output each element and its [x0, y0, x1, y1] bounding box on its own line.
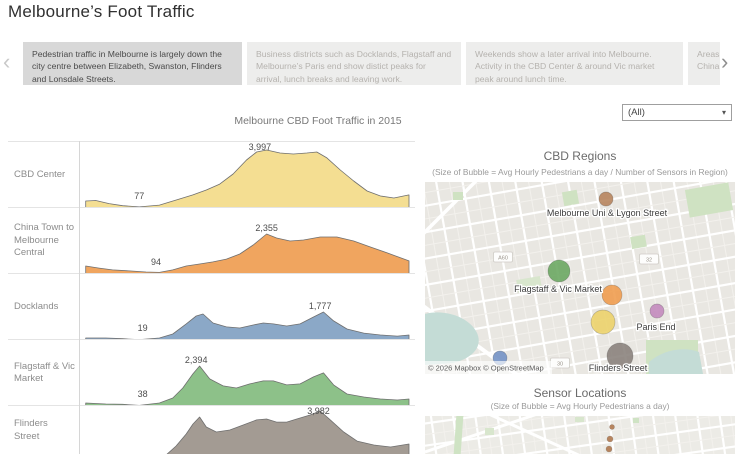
region-label: Flinders Street [14, 418, 48, 442]
cbd-map-canvas[interactable]: A60 32 30 Melbourne Uni & Lygon Street Flags… [425, 182, 735, 374]
sensor-locations-subtitle: (Size of Bubble = Avg Hourly Pedestrians… [490, 401, 670, 411]
road-badge: 32 [639, 253, 659, 265]
story-card-1[interactable]: Pedestrian traffic in Melbourne is large… [23, 42, 242, 85]
cbd-regions-map[interactable]: A60 32 30 Melbourne Uni & Lygon Street Flags… [425, 182, 735, 374]
region-bubble-melbourne-uni-lygon-street[interactable] [598, 191, 614, 207]
story-card-3[interactable]: Weekends show a later arrival into Melbo… [466, 42, 683, 85]
cbd-regions-subtitle: (Size of Bubble = Avg Hourly Pedestrians… [432, 167, 728, 177]
area-plot: 3,982 [86, 406, 410, 454]
story-next-button[interactable]: › [721, 49, 729, 74]
area-plot: 3,997 77 [85, 142, 410, 208]
region-bubble-paris-end[interactable] [649, 303, 665, 319]
filter-value: (All) [628, 107, 645, 118]
story-card-strip: Pedestrian traffic in Melbourne is large… [23, 42, 720, 85]
sensor-dot[interactable] [609, 424, 615, 430]
sensor-map-canvas[interactable] [425, 416, 735, 454]
svg-text:30: 30 [557, 361, 563, 367]
svg-text:© 2026 Mapbox © OpenStreetMap: © 2026 Mapbox © OpenStreetMap [428, 364, 544, 373]
foot-traffic-chart: CBD Center 3,997 77 China Town to Melbourne… [8, 0, 415, 454]
dropdown-caret-icon: ▾ [721, 108, 726, 117]
chart-row-cbd-center: CBD Center 3,997 77 [8, 141, 415, 208]
sensor-locations-title: Sensor Locations [533, 386, 627, 400]
max-value-label: 2,394 [185, 355, 208, 365]
park-area [684, 182, 734, 218]
water-area [425, 312, 479, 365]
area-mark-flinders-street[interactable] [86, 410, 410, 454]
svg-text:32: 32 [646, 257, 652, 263]
svg-text:A60: A60 [498, 255, 508, 261]
region-filter-dropdown[interactable]: (All) ▾ [622, 104, 732, 121]
road-badge: A60 [493, 251, 513, 263]
min-value-label: 94 [151, 257, 161, 267]
park-area [575, 417, 584, 422]
chart-row-flinders-street: Flinders Street 3,982 [8, 405, 415, 454]
sensor-dot[interactable] [605, 445, 613, 453]
area-plot: 2,394 38 [85, 355, 410, 406]
story-card-2[interactable]: Business districts such as Docklands, Fl… [247, 42, 461, 85]
region-label: Flagstaff & Vic Market [14, 360, 75, 384]
map-label-paris-end: Paris End [636, 322, 675, 332]
story-prev-button[interactable]: ‹ [3, 49, 11, 74]
park-area [485, 428, 494, 435]
sensor-locations-map[interactable] [425, 416, 735, 454]
region-bubble-cbd-center[interactable] [590, 309, 616, 335]
region-bubble-flinders-street[interactable] [606, 342, 634, 370]
chart-title: Melbourne CBD Foot Traffic in 2015 [234, 115, 402, 127]
cbd-regions-title: CBD Regions [543, 149, 617, 163]
max-value-label: 1,777 [309, 301, 332, 311]
sensor-dot[interactable] [606, 435, 614, 443]
page-title: Melbourne’s Foot Traffic [8, 2, 195, 21]
max-value-label: 3,997 [249, 142, 272, 152]
map-label-melbourne-uni-lygon-street: Melbourne Uni & Lygon Street [547, 208, 668, 218]
region-label: CBD Center [14, 168, 66, 180]
park-area [453, 192, 463, 200]
road-badge: 30 [550, 357, 570, 369]
min-value-label: 77 [134, 191, 144, 201]
park-area [633, 418, 639, 423]
chart-row-flagstaff-vic-market: Flagstaff & Vic Market 2,394 38 [8, 339, 415, 406]
park-area [630, 234, 647, 250]
region-bubble-china-town-to-melbourne-central[interactable] [601, 284, 623, 306]
map-label-flagstaff-vic-market: Flagstaff & Vic Market [514, 284, 602, 294]
area-plot: 1,777 19 [85, 301, 410, 340]
map-label-flinders-street: Flinders Street [589, 363, 648, 373]
water-area [649, 349, 703, 374]
park-area [561, 189, 580, 207]
area-mark-cbd-center[interactable] [85, 149, 410, 208]
park-area [516, 276, 543, 293]
region-label: Docklands [14, 300, 59, 312]
story-card-4[interactable]: Areas China [688, 42, 720, 85]
region-label: China Town to Melbourne Central [14, 222, 75, 259]
region-bubble-flagstaff-vic-market[interactable] [547, 259, 571, 283]
park-strip [453, 416, 464, 454]
area-mark-china-town-to-melbourne-central[interactable] [85, 233, 410, 274]
min-value-label: 38 [138, 389, 148, 399]
area-mark-docklands[interactable] [85, 311, 410, 340]
area-mark-flagstaff-vic-market[interactable] [85, 365, 410, 406]
area-plot: 2,355 94 [85, 223, 410, 274]
chart-row-china-town-to-melbourne-central: China Town to Melbourne Central 2,355 94 [8, 207, 415, 274]
min-value-label: 19 [138, 323, 148, 333]
chart-axis-line [79, 141, 80, 454]
chart-row-docklands: Docklands 1,777 19 [8, 273, 415, 340]
max-value-label: 2,355 [255, 223, 278, 233]
map-attribution: © 2026 Mapbox © OpenStreetMap [425, 361, 552, 374]
max-value-label: 3,982 [307, 406, 330, 416]
